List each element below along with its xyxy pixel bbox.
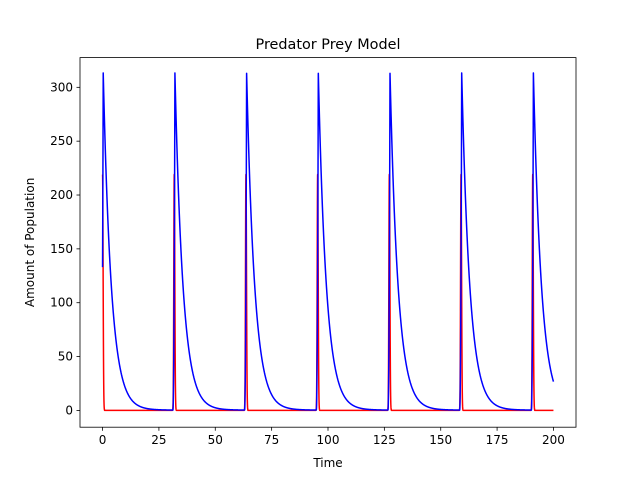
blue-series-line (101, 72, 555, 411)
x-tick-label: 0 (99, 433, 107, 447)
y-axis-label: Amount of Population (23, 178, 37, 307)
y-tick-label: 50 (58, 350, 73, 364)
x-tick-label: 150 (429, 433, 452, 447)
x-tick-label: 100 (317, 433, 340, 447)
x-tick-label: 25 (151, 433, 166, 447)
red-series-line (101, 173, 555, 412)
y-tick-label: 100 (50, 296, 73, 310)
plot-area (101, 72, 555, 412)
x-tick-label: 175 (486, 433, 509, 447)
x-tick-label: 200 (542, 433, 565, 447)
y-tick-label: 0 (65, 403, 73, 417)
y-tick-label: 150 (50, 242, 73, 256)
y-tick-label: 250 (50, 134, 73, 148)
x-axis-label: Time (312, 456, 342, 470)
x-axis-ticks: 0 25 50 75 100 125 150 175 200 (99, 427, 565, 447)
chart-title: Predator Prey Model (256, 37, 401, 53)
x-tick-label: 50 (208, 433, 223, 447)
y-tick-label: 200 (50, 188, 73, 202)
x-tick-label: 125 (373, 433, 396, 447)
y-axis-ticks: 0 50 100 150 200 250 300 (50, 80, 80, 417)
x-tick-label: 75 (264, 433, 279, 447)
y-tick-label: 300 (50, 80, 73, 94)
